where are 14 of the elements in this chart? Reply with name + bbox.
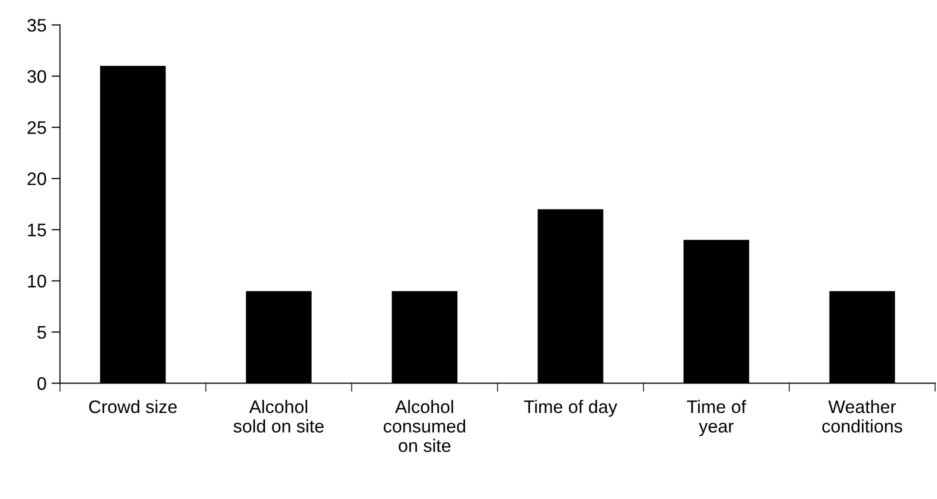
y-tick-label: 15 bbox=[28, 224, 46, 236]
y-tick-label: 35 bbox=[27, 18, 46, 32]
x-tick-label: Weather conditions bbox=[822, 400, 902, 433]
y-tick-label: 5 bbox=[37, 326, 46, 339]
y-tick-label: 25 bbox=[28, 121, 46, 134]
x-tick-label: Alcohol consumed on site bbox=[384, 400, 466, 452]
x-tick-label: Time of year bbox=[686, 400, 746, 436]
x-tick-label: Time of day bbox=[524, 400, 618, 417]
x-tick-label: Crowd size bbox=[89, 400, 177, 414]
y-tick-label: 20 bbox=[28, 172, 46, 186]
y-tick-label: 10 bbox=[28, 274, 46, 288]
x-tick-label: Alcohol sold on site bbox=[234, 400, 324, 433]
y-tick-label: 30 bbox=[27, 70, 46, 83]
y-tick-label: 0 bbox=[37, 377, 46, 390]
